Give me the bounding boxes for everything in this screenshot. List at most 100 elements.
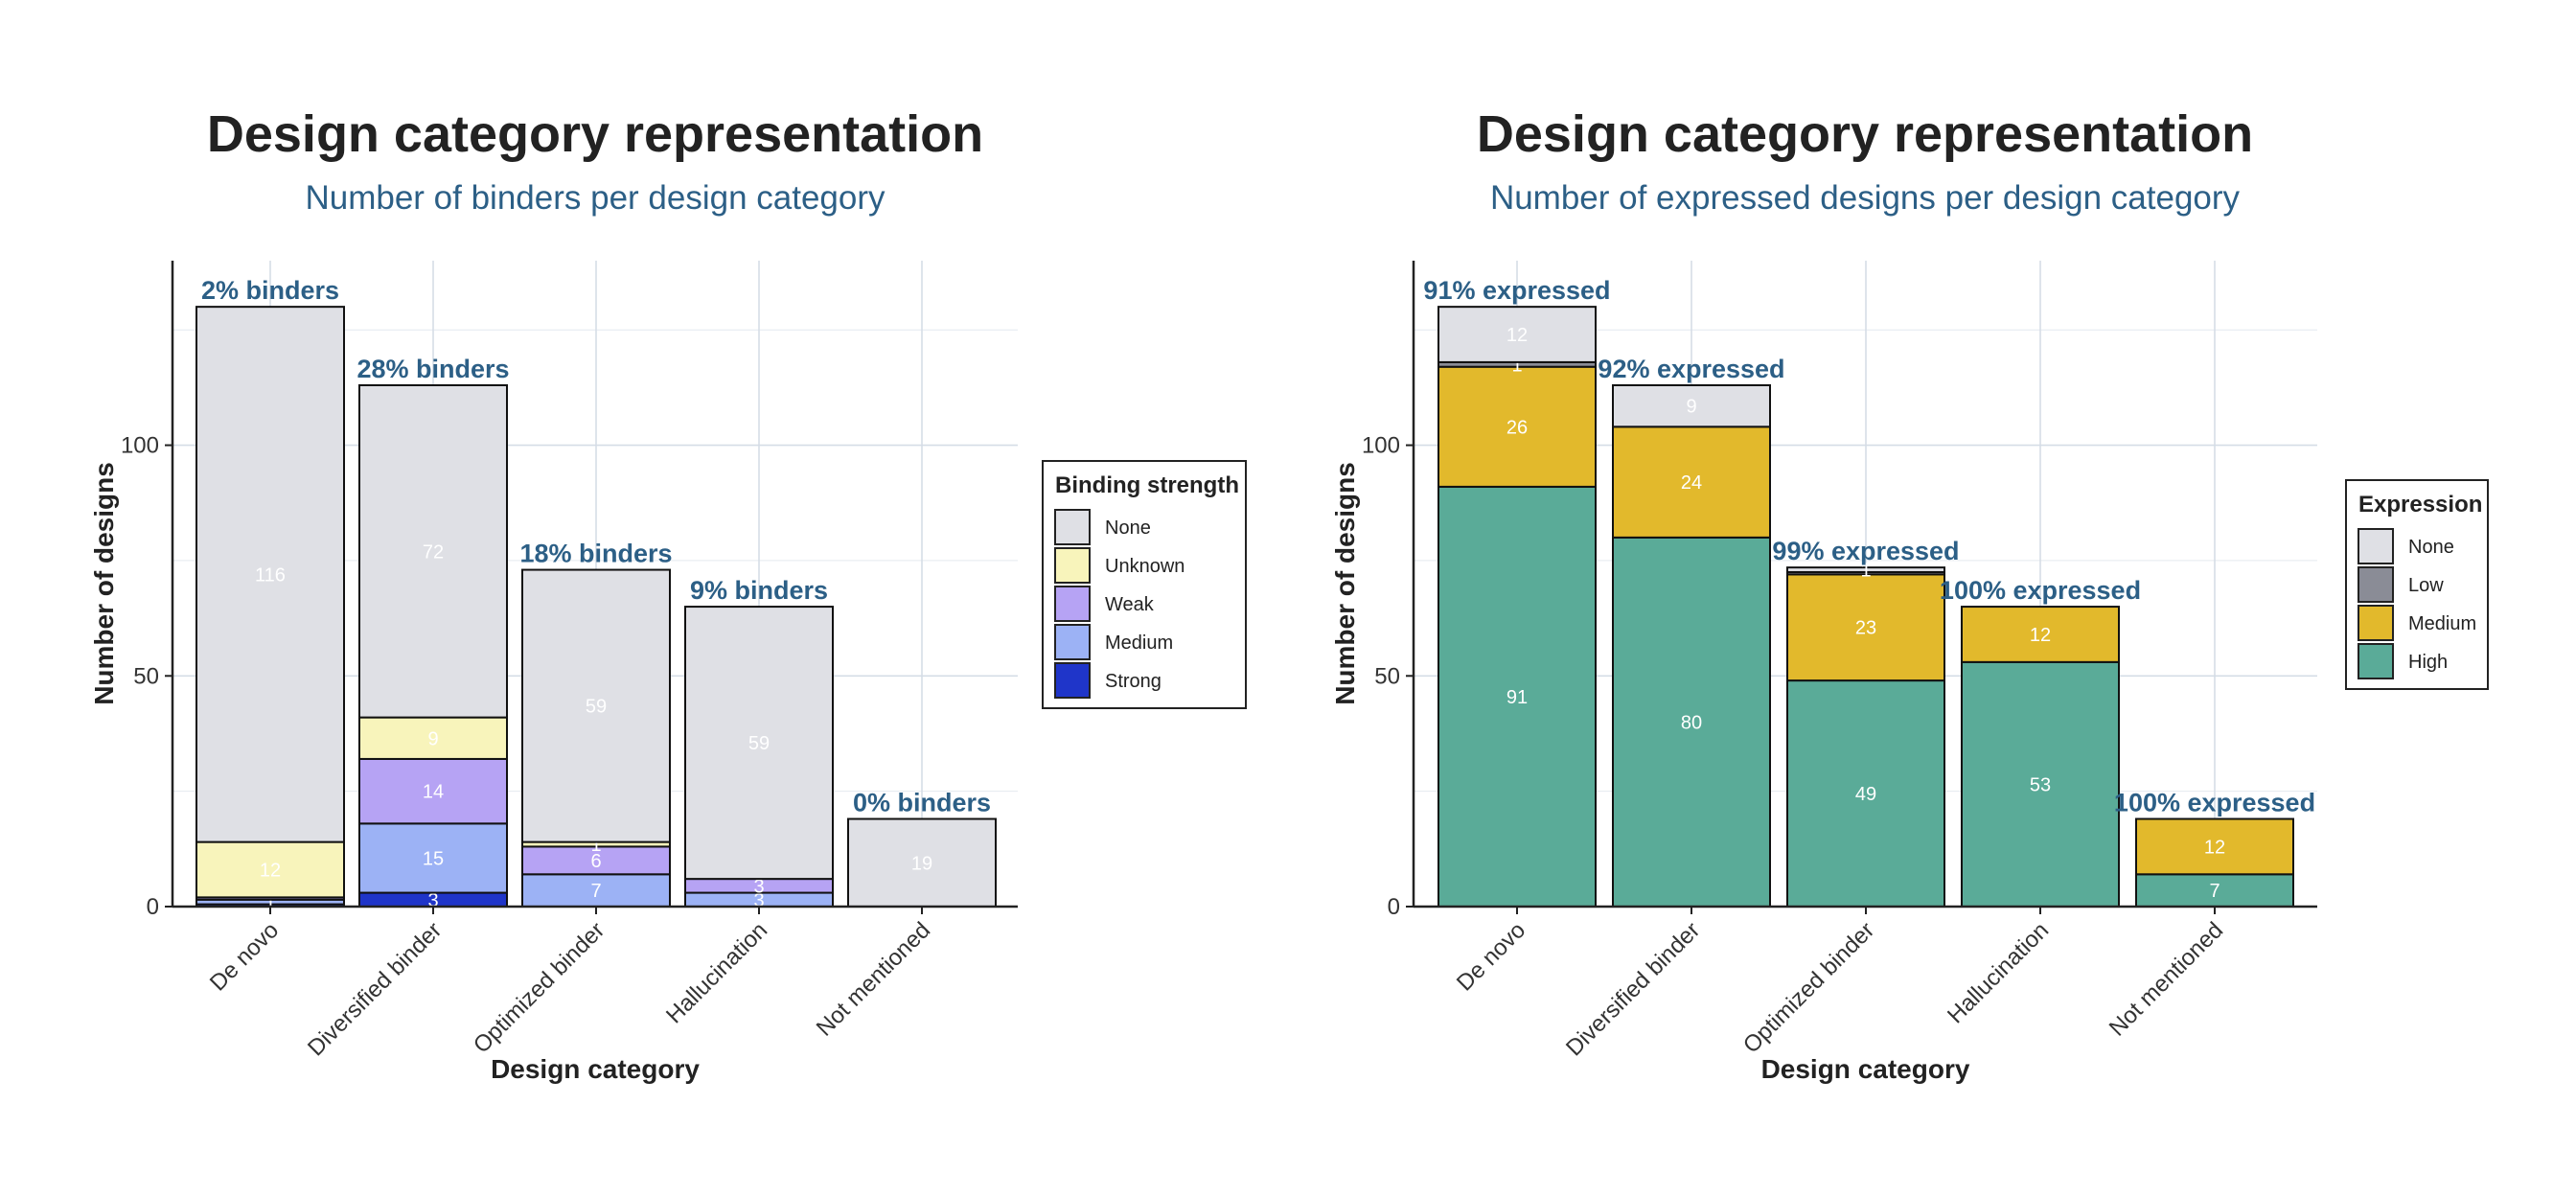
x-tick-label: Hallucination xyxy=(1943,917,2054,1028)
bar-segment-none xyxy=(196,306,345,843)
legend-title: Expression xyxy=(2358,492,2482,518)
legend-label: Medium xyxy=(2408,613,2476,634)
expression-chart-panel: Design category representation Number of … xyxy=(1330,105,2489,1084)
segment-value-label: 7 xyxy=(590,881,601,902)
bar-de-novo: 1 12 116 2% binders xyxy=(196,276,345,913)
bar-segment-high xyxy=(1612,536,1771,908)
segment-value-label: 3 xyxy=(427,890,438,911)
bar-total-label: 9% binders xyxy=(690,576,828,605)
bar-total-label: 18% binders xyxy=(519,540,672,568)
y-tick-label: 0 xyxy=(1388,894,1400,920)
bar-segment-medium xyxy=(358,822,508,894)
chart-title: Design category representation xyxy=(1477,105,2253,163)
segment-value-label: 12 xyxy=(2030,625,2051,646)
bar-total-label: 92% expressed xyxy=(1598,355,1784,383)
bar-not-mentioned: 19 0% binders xyxy=(847,789,997,908)
x-tick-label: Not mentioned xyxy=(812,917,935,1041)
segment-value-label: 6 xyxy=(590,851,601,872)
bar-segment-none xyxy=(1438,306,1597,363)
bar-segment-none xyxy=(1786,566,1945,573)
segment-value-label: 1 xyxy=(1860,561,1871,582)
segment-value-label: 53 xyxy=(2030,774,2051,795)
y-tick-label: 100 xyxy=(121,433,159,459)
bar-segment-high xyxy=(1438,485,1597,908)
y-axis-title: Number of designs xyxy=(1330,462,1360,705)
segment-value-label: 14 xyxy=(423,782,444,803)
bar-total-label: 0% binders xyxy=(853,789,991,817)
legend: Expression None Low Medium High xyxy=(2345,479,2489,690)
bar-total-label: 99% expressed xyxy=(1772,537,1959,565)
legend-label: High xyxy=(2408,652,2448,673)
segment-value-label: 9 xyxy=(1686,397,1696,418)
chart-title: Design category representation xyxy=(207,105,983,163)
x-tick-label: De novo xyxy=(1452,917,1530,996)
x-tick-label: Not mentioned xyxy=(2104,917,2228,1041)
x-tick-label: Optimized binder xyxy=(469,917,610,1058)
binders-chart-panel: Design category representation Number of … xyxy=(89,105,1247,1084)
segment-value-label: 1 xyxy=(590,835,601,856)
bar-segment-high xyxy=(1786,679,1945,908)
y-tick-label: 50 xyxy=(133,663,159,689)
segment-value-label: 1 xyxy=(264,892,275,913)
bar-diversified-binder: 80 24 9 92% expressed xyxy=(1598,355,1785,908)
legend-swatch-low xyxy=(2358,566,2394,603)
y-axis-title: Number of designs xyxy=(89,462,119,705)
segment-value-label: 24 xyxy=(1681,472,1702,494)
segment-value-label: 23 xyxy=(1855,618,1876,639)
legend-title: Binding strength xyxy=(1055,472,1239,498)
x-axis-title: Design category xyxy=(491,1054,700,1084)
bar-total-label: 100% expressed xyxy=(2114,789,2315,817)
x-tick-label: Optimized binder xyxy=(1738,917,1879,1058)
bar-total-label: 100% expressed xyxy=(1940,576,2141,605)
bar-segment-medium xyxy=(1612,426,1771,539)
legend-swatch-unknown xyxy=(1054,547,1091,584)
legend-swatch-none xyxy=(2358,528,2394,564)
segment-value-label: 26 xyxy=(1506,417,1528,438)
bar-segment-high xyxy=(1961,660,2120,908)
bar-segment-medium xyxy=(1961,606,2120,663)
y-tick-label: 50 xyxy=(1374,663,1400,689)
y-tick-label: 100 xyxy=(1362,433,1400,459)
segment-value-label: 12 xyxy=(2204,837,2225,858)
chart-subtitle: Number of binders per design category xyxy=(305,179,886,217)
segment-value-label: 12 xyxy=(1506,325,1528,346)
legend-label: Unknown xyxy=(1105,556,1184,577)
legend: Binding strength None Unknown Weak Medium Str… xyxy=(1042,460,1247,709)
bar-segment-none xyxy=(521,568,671,843)
segment-value-label: 59 xyxy=(586,697,607,718)
legend-label: None xyxy=(1105,518,1151,539)
bars: 91 26 1 12 91% expressed 80 24 9 92% expressed 49… xyxy=(1423,276,2315,908)
bar-segment-none xyxy=(684,606,834,881)
bar-segment-medium xyxy=(1438,365,1597,488)
bar-optimized-binder: 49 23 199% expressed xyxy=(1772,537,1960,908)
segment-value-label: 3 xyxy=(753,876,764,897)
bar-total-label: 2% binders xyxy=(201,276,339,305)
bar-segment-medium xyxy=(1786,573,1945,682)
segment-value-label: 91 xyxy=(1506,687,1528,708)
segment-value-label: 116 xyxy=(255,564,286,586)
bar-total-label: 91% expressed xyxy=(1423,276,1610,305)
segment-value-label: 59 xyxy=(748,733,770,754)
x-tick-label: Diversified binder xyxy=(303,917,447,1061)
legend-label: Low xyxy=(2408,575,2444,596)
segment-value-label: 3 xyxy=(753,890,764,911)
bar-segment-none xyxy=(358,383,508,719)
bar-hallucination: 53 12 100% expressed xyxy=(1940,576,2141,908)
chart-subtitle: Number of expressed designs per design c… xyxy=(1490,179,2241,217)
legend-label: Medium xyxy=(1105,632,1173,654)
bar-not-mentioned: 7 12 100% expressed xyxy=(2114,789,2315,908)
legend-swatch-medium xyxy=(2358,605,2394,641)
segment-value-label: 72 xyxy=(423,541,444,563)
bar-de-novo: 91 26 1 12 91% expressed xyxy=(1423,276,1611,908)
legend-swatch-none xyxy=(1054,509,1091,545)
segment-value-label: 12 xyxy=(260,860,281,881)
bar-segment-high xyxy=(2135,873,2294,908)
bar-optimized-binder: 7 61 59 18% binders xyxy=(519,540,673,908)
legend-label: None xyxy=(2408,537,2454,558)
legend-swatch-strong xyxy=(1054,662,1091,699)
x-tick-label: Hallucination xyxy=(661,917,772,1028)
bar-segment-medium xyxy=(2135,817,2294,876)
legend-label: Weak xyxy=(1105,594,1155,615)
bar-total-label: 28% binders xyxy=(356,355,509,383)
bar-segment-none xyxy=(1612,383,1771,428)
